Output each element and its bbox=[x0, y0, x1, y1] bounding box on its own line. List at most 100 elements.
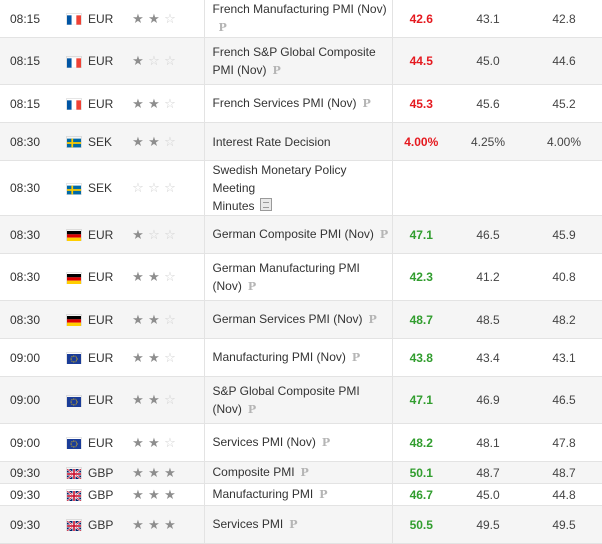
event-name[interactable]: French Manufacturing PMI (Nov) bbox=[212, 2, 387, 16]
event-name[interactable]: Swedish Monetary Policy Meeting bbox=[212, 163, 347, 195]
previous-value: 44.6 bbox=[526, 37, 602, 85]
event-name[interactable]: Services PMI (Nov) bbox=[212, 435, 316, 449]
preliminary-icon[interactable]: P bbox=[218, 21, 227, 34]
importance-stars: ★ ★ ★ bbox=[130, 483, 204, 506]
preliminary-icon[interactable]: P bbox=[247, 402, 257, 416]
event-time: 08:15 bbox=[0, 37, 55, 85]
event-time: 08:30 bbox=[0, 160, 55, 216]
event-time: 09:30 bbox=[0, 483, 55, 506]
previous-value: 45.2 bbox=[526, 84, 602, 123]
event-name[interactable]: German Composite PMI (Nov) bbox=[212, 227, 374, 241]
actual-value: 46.7 bbox=[391, 483, 450, 506]
event-name[interactable]: Interest Rate Decision bbox=[212, 134, 331, 149]
forecast-value: 4.25% bbox=[450, 122, 526, 161]
star-icon: ☆ bbox=[148, 180, 160, 195]
event-row[interactable]: 09:00 EUR ★ ★ ☆ Manufacturing PMI (Nov) P 43.8 4… bbox=[0, 338, 602, 377]
star-icon: ★ bbox=[132, 10, 144, 26]
star-icon: ★ bbox=[148, 464, 160, 480]
event-row[interactable]: 08:30 EUR ★ ★ ☆ German Manufacturing PMI (Nov… bbox=[0, 253, 602, 301]
eu-flag-icon bbox=[67, 438, 81, 450]
star-icon: ★ bbox=[132, 133, 144, 149]
actual-value: 43.8 bbox=[391, 338, 450, 377]
star-icon: ☆ bbox=[164, 434, 176, 450]
event-name-cell[interactable]: Composite PMI P bbox=[203, 461, 392, 484]
event-row[interactable]: 09:30 GBP ★ ★ ★ Manufacturing PMI P 46.7 45.0 44.… bbox=[0, 483, 602, 506]
currency-code: EUR bbox=[88, 423, 130, 462]
star-icon: ★ bbox=[148, 392, 160, 407]
event-name-cell[interactable]: German Manufacturing PMI (Nov) P bbox=[203, 253, 392, 301]
event-name-cell[interactable]: Interest Rate Decision bbox=[203, 122, 392, 161]
importance-stars: ☆ ☆ ☆ bbox=[130, 160, 204, 216]
star-icon: ☆ bbox=[132, 180, 144, 195]
preliminary-icon[interactable]: P bbox=[300, 466, 309, 479]
event-row[interactable]: 08:30 SEK ☆ ☆ ☆ Swedish Monetary Policy Meeti… bbox=[0, 160, 602, 216]
event-name-cell[interactable]: Services PMI P bbox=[203, 505, 392, 544]
event-name[interactable]: Manufacturing PMI bbox=[212, 487, 314, 501]
star-icon: ☆ bbox=[164, 311, 176, 327]
star-icon: ☆ bbox=[164, 53, 176, 68]
preliminary-icon[interactable]: P bbox=[247, 279, 257, 293]
event-time: 08:30 bbox=[0, 122, 55, 161]
event-name-cell[interactable]: French S&P Global Composite PMI (Nov) P bbox=[203, 37, 392, 85]
event-name[interactable]: Manufacturing PMI (Nov) bbox=[212, 350, 346, 364]
event-name[interactable]: French Services PMI (Nov) bbox=[212, 96, 357, 110]
event-row[interactable]: 09:00 EUR ★ ★ ☆ S&P Global Composite PMI (Nov… bbox=[0, 376, 602, 424]
star-icon: ★ bbox=[148, 133, 160, 149]
event-name[interactable]: S&P Global Composite PMI (Nov) bbox=[212, 383, 360, 416]
preliminary-icon[interactable]: P bbox=[362, 97, 371, 110]
star-icon: ★ bbox=[132, 434, 144, 450]
star-icon: ★ bbox=[148, 95, 160, 111]
preliminary-icon[interactable]: P bbox=[368, 313, 377, 326]
event-row[interactable]: 09:30 GBP ★ ★ ★ Services PMI P 50.5 49.5 49.5 bbox=[0, 505, 602, 544]
preliminary-icon[interactable]: P bbox=[351, 351, 361, 364]
previous-value: 4.00% bbox=[526, 122, 602, 161]
event-time: 08:30 bbox=[0, 300, 55, 339]
event-row[interactable]: 08:30 EUR ★ ★ ☆ German Services PMI (Nov) P 48.… bbox=[0, 300, 602, 339]
event-row[interactable]: 08:15 EUR ★ ☆ ☆ French S&P Global Composite PM… bbox=[0, 37, 602, 85]
importance-stars: ★ ★ ★ bbox=[130, 505, 204, 544]
event-row[interactable]: 08:15 EUR ★ ★ ☆ French Services PMI (Nov) P 45.… bbox=[0, 84, 602, 123]
event-name[interactable]: Services PMI bbox=[212, 517, 284, 531]
currency-code: EUR bbox=[88, 0, 130, 38]
uk-flag-icon bbox=[66, 490, 82, 503]
preliminary-icon[interactable]: P bbox=[319, 488, 328, 501]
currency-code: GBP bbox=[88, 505, 130, 544]
event-time: 09:30 bbox=[0, 461, 55, 484]
star-icon: ☆ bbox=[164, 10, 176, 26]
event-name[interactable]: French S&P Global Composite bbox=[212, 44, 376, 59]
star-icon: ★ bbox=[148, 434, 160, 450]
event-name[interactable]: Composite PMI bbox=[212, 465, 295, 479]
document-icon[interactable] bbox=[259, 198, 272, 211]
event-time: 08:30 bbox=[0, 253, 55, 301]
eu-flag-icon bbox=[67, 396, 81, 407]
importance-stars: ★ ☆ ☆ bbox=[130, 37, 204, 85]
currency-code: EUR bbox=[88, 215, 130, 254]
event-name-cell[interactable]: German Composite PMI (Nov) P bbox=[203, 215, 392, 254]
event-name-cell[interactable]: Services PMI (Nov) P bbox=[203, 423, 392, 462]
preliminary-icon[interactable]: P bbox=[272, 63, 281, 77]
event-name[interactable]: German Services PMI (Nov) bbox=[212, 312, 363, 326]
event-row[interactable]: 08:30 SEK ★ ★ ☆ Interest Rate Decision 4.00% 4.… bbox=[0, 122, 602, 161]
preliminary-icon[interactable]: P bbox=[289, 518, 298, 531]
previous-value: 46.5 bbox=[526, 376, 602, 424]
event-name-cell[interactable]: French Manufacturing PMI (Nov) P bbox=[203, 0, 392, 38]
event-row[interactable]: 08:15 EUR ★ ★ ☆ French Manufacturing PMI (Nov… bbox=[0, 0, 602, 38]
event-row[interactable]: 09:00 EUR ★ ★ ☆ Services PMI (Nov) P 48.2 48.1 47… bbox=[0, 423, 602, 462]
previous-value: 40.8 bbox=[526, 253, 602, 301]
event-name-cell[interactable]: S&P Global Composite PMI (Nov) P bbox=[203, 376, 392, 424]
preliminary-icon[interactable]: P bbox=[321, 436, 331, 449]
event-name[interactable]: German Manufacturing PMI (Nov) bbox=[212, 260, 360, 293]
preliminary-icon[interactable]: P bbox=[379, 228, 389, 241]
event-name-cell[interactable]: German Services PMI (Nov) P bbox=[203, 300, 392, 339]
event-name-cell[interactable]: French Services PMI (Nov) P bbox=[203, 84, 392, 123]
event-name-cell[interactable]: Swedish Monetary Policy Meeting Minutes bbox=[203, 160, 392, 216]
event-name-cell[interactable]: Manufacturing PMI P bbox=[203, 483, 392, 506]
event-name-cell[interactable]: Manufacturing PMI (Nov) P bbox=[203, 338, 392, 377]
event-row[interactable]: 09:30 GBP ★ ★ ★ Composite PMI P 50.1 48.7 48.7 bbox=[0, 461, 602, 484]
previous-value: 44.8 bbox=[526, 483, 602, 506]
previous-value: 48.2 bbox=[526, 300, 602, 339]
star-icon: ☆ bbox=[148, 53, 160, 68]
event-time: 09:00 bbox=[0, 376, 55, 424]
event-row[interactable]: 08:30 EUR ★ ☆ ☆ German Composite PMI (Nov) P 47… bbox=[0, 215, 602, 254]
